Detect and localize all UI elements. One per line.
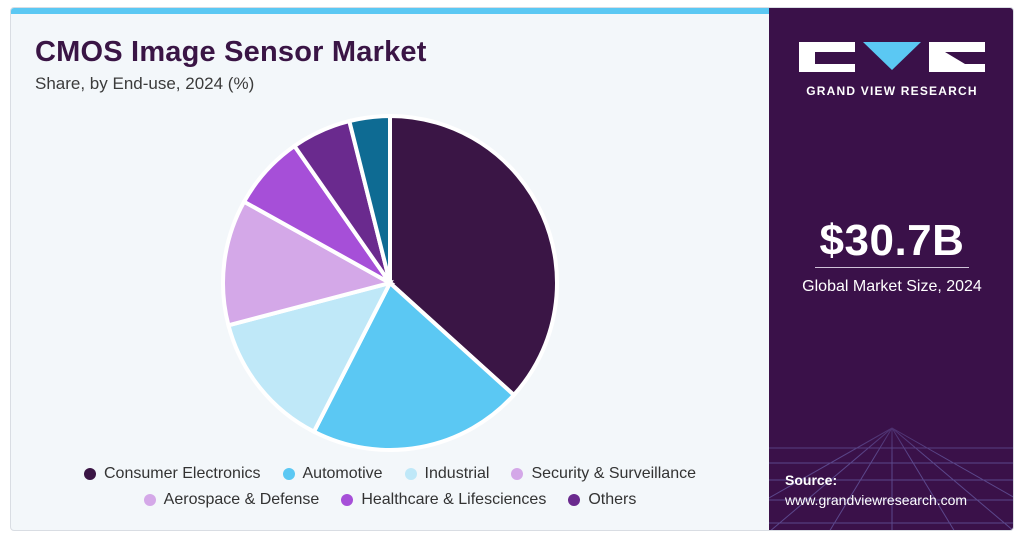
legend-dot-icon <box>568 494 581 506</box>
market-size-label: Global Market Size, 2024 <box>802 278 982 295</box>
legend-label: Security & Surveillance <box>531 465 696 482</box>
divider <box>815 267 969 268</box>
pie-chart <box>221 113 559 452</box>
legend-item-automotive: Automotive <box>282 465 383 483</box>
pie-slice-consumer-electronics <box>388 113 559 398</box>
chart-card: CMOS Image Sensor Market Share, by End-u… <box>10 7 1014 531</box>
legend-label: Automotive <box>302 465 383 482</box>
legend-label: Consumer Electronics <box>104 465 261 482</box>
legend-item-healthcare-lifesciences: Healthcare & Lifesciences <box>341 491 546 509</box>
legend-item-aerospace-defense: Aerospace & Defense <box>143 491 320 509</box>
source-url: www.grandviewresearch.com <box>785 492 968 508</box>
pie-slice-others <box>346 113 392 284</box>
legend-item-others: Others <box>568 491 636 509</box>
legend-dot-icon <box>143 494 156 506</box>
chart-title: CMOS Image Sensor Market <box>35 36 427 68</box>
logo-mark-icon <box>799 42 985 72</box>
market-size-value: $30.7B <box>819 216 965 265</box>
legend-label: Aerospace & Defense <box>163 491 320 508</box>
grid-background-decoration <box>769 388 1013 530</box>
legend-dot-icon <box>404 468 417 480</box>
info-sidebar: GRAND VIEW RESEARCH $30.7B Global Market… <box>769 8 1013 530</box>
legend-label: Others <box>588 491 637 508</box>
accent-bar <box>11 8 769 14</box>
legend-dot-icon <box>341 494 354 506</box>
legend-dot-icon <box>511 468 524 480</box>
legend-item-security-surveillance: Security & Surveillance <box>511 465 696 483</box>
chart-panel: CMOS Image Sensor Market Share, by End-u… <box>11 8 769 530</box>
legend-row-2: Aerospace & Defense Healthcare & Lifescie… <box>11 491 769 509</box>
pie-slice-automotive <box>311 279 517 452</box>
source-label: Source: <box>785 472 838 488</box>
legend-label: Healthcare & Lifesciences <box>361 491 547 508</box>
legend-item-industrial: Industrial <box>404 465 490 483</box>
pie-slice-security-surveillance <box>221 198 396 328</box>
brand-logo: GRAND VIEW RESEARCH <box>799 38 985 98</box>
pie-slice-industrial <box>225 279 394 435</box>
legend-dot-icon <box>282 468 295 480</box>
legend-row-1: Consumer Electronics Automotive Industrial… <box>11 465 769 483</box>
legend-item-consumer-electronics: Consumer Electronics <box>84 465 261 483</box>
chart-subtitle: Share, by End-use, 2024 (%) <box>35 74 255 93</box>
legend-label: Industrial <box>424 465 490 482</box>
brand-name: GRAND VIEW RESEARCH <box>806 84 978 98</box>
legend-dot-icon <box>84 468 96 480</box>
